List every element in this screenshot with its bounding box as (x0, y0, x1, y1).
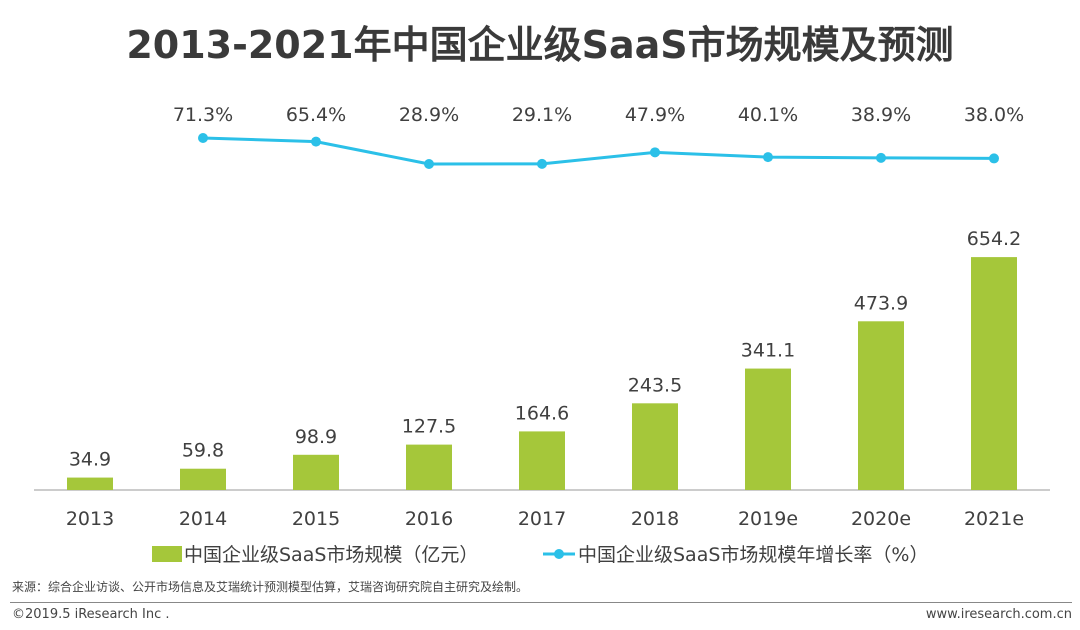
bar-label-2015: 98.9 (295, 426, 337, 448)
x-tick-2019e: 2019e (738, 508, 798, 530)
footer-divider (10, 602, 1072, 603)
copyright: ©2019.5 iResearch Inc . (12, 607, 170, 622)
bar-2016 (406, 444, 452, 490)
bar-2014 (180, 468, 226, 490)
x-tick-2016: 2016 (405, 508, 453, 530)
x-tick-2021e: 2021e (964, 508, 1024, 530)
legend-bar-swatch (152, 546, 182, 562)
bar-2015 (293, 454, 339, 490)
bar-2021e (971, 257, 1017, 490)
line-point-2019e (763, 152, 773, 163)
bar-label-2014: 59.8 (182, 440, 224, 462)
line-point-2017 (537, 158, 547, 169)
line-point-2018 (650, 147, 660, 158)
bar-2013 (67, 477, 113, 490)
bar-2020e (858, 321, 904, 490)
bar-label-2017: 164.6 (515, 402, 569, 424)
bar-label-2021e: 654.2 (967, 228, 1021, 250)
line-label-2021e: 38.0% (964, 104, 1024, 126)
chart-title: 2013-2021年中国企业级SaaS市场规模及预测 (126, 23, 954, 67)
source-note: 来源：综合企业访谈、公开市场信息及艾瑞统计预测模型估算，艾瑞咨询研究院自主研究及… (12, 580, 529, 594)
line-label-2019e: 40.1% (738, 104, 798, 126)
bar-2018 (632, 403, 678, 490)
line-label-2015: 65.4% (286, 104, 346, 126)
bar-label-2016: 127.5 (402, 416, 456, 438)
line-label-2014: 71.3% (173, 104, 233, 126)
line-label-2018: 47.9% (625, 104, 685, 126)
x-tick-2017: 2017 (518, 508, 566, 530)
line-point-2020e (876, 152, 886, 163)
line-point-2016 (424, 158, 434, 169)
x-tick-2013: 2013 (66, 508, 114, 530)
line-point-2014 (198, 133, 208, 143)
bar-label-2020e: 473.9 (854, 292, 908, 314)
bar-label-2019e: 341.1 (741, 340, 795, 362)
line-label-2016: 28.9% (399, 104, 459, 126)
growth-line (202, 136, 995, 166)
bar-2017 (519, 431, 565, 490)
x-tick-2020e: 2020e (851, 508, 911, 530)
legend-bar-label: 中国企业级SaaS市场规模（亿元） (184, 544, 478, 566)
legend-line-marker (554, 549, 564, 559)
bar-label-2018: 243.5 (628, 374, 682, 396)
website-link[interactable]: www.iresearch.com.cn (925, 607, 1072, 622)
bar-2019e (745, 368, 791, 490)
line-label-2017: 29.1% (512, 104, 572, 126)
x-tick-2018: 2018 (631, 508, 679, 530)
line-point-2015 (311, 136, 321, 147)
chart-canvas: 34.9 2013 59.8 2014 98.9 2015 127.5 2016 164.6 20… (34, 104, 1050, 566)
line-label-2020e: 38.9% (851, 104, 911, 126)
x-tick-2015: 2015 (292, 508, 340, 530)
x-tick-2014: 2014 (179, 508, 227, 530)
line-point-2021e (989, 153, 999, 164)
bar-label-2013: 34.9 (69, 449, 111, 471)
legend-line-label: 中国企业级SaaS市场规模年增长率（%） (578, 544, 928, 566)
